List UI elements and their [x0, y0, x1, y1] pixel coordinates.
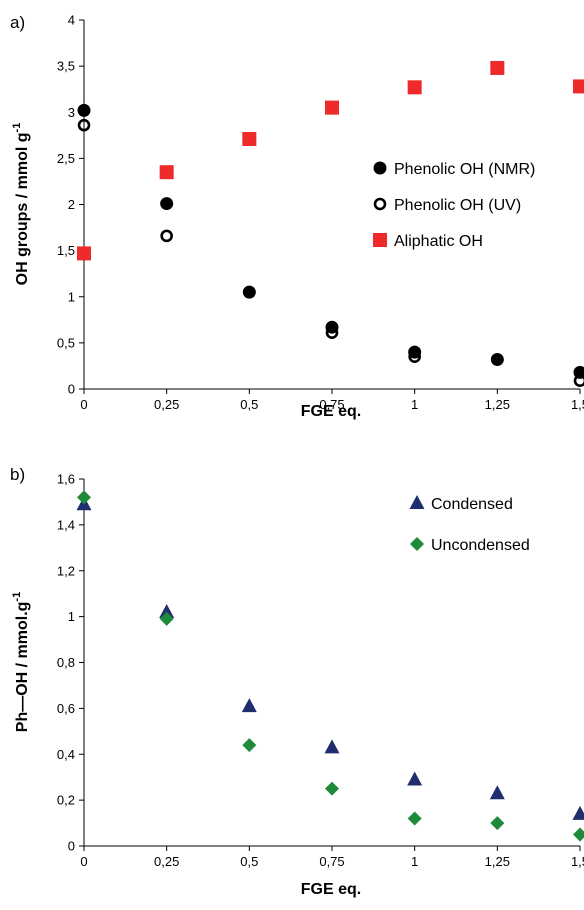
y-tick-label-b: 0,4 — [57, 747, 75, 762]
data-point-a-series-3 — [573, 79, 584, 94]
data-point-b-series-2 — [242, 738, 257, 753]
data-point-a-series-2 — [77, 118, 91, 132]
y-axis-label-b-text: Ph—OH / mmol.g — [14, 602, 31, 733]
x-tick-label-a: 0 — [80, 397, 87, 412]
y-tick-label-b: 1,2 — [57, 563, 75, 578]
y-tick-label-a: 0 — [68, 382, 75, 397]
data-point-a-series-2 — [408, 350, 421, 364]
legend-label-a-series-2: Phenolic OH (UV) — [394, 197, 521, 214]
y-axis-label-a: OH groups / mmol g-1 — [11, 123, 31, 286]
y-tick-label-b: 0,2 — [57, 793, 75, 808]
legend-label-b-series-2: Uncondensed — [431, 537, 530, 554]
y-tick-label-a: 3 — [68, 105, 75, 120]
x-tick-label-a: 1,25 — [485, 397, 510, 412]
x-tick-label-b: 0,25 — [154, 854, 179, 869]
data-point-b-series-2 — [77, 490, 91, 505]
y-tick-label-a: 1,5 — [57, 243, 75, 258]
y-tick-label-b: 1 — [68, 609, 75, 624]
marks-b — [76, 490, 584, 842]
legend-label-a-series-1: Phenolic OH (NMR) — [394, 161, 535, 178]
data-point-a-series-1 — [77, 103, 91, 117]
data-point-a-series-3 — [325, 100, 339, 115]
data-point-b-series-2 — [159, 611, 174, 626]
data-point-b-series-1 — [572, 805, 584, 820]
x-tick-label-a: 0,5 — [240, 397, 258, 412]
x-tick-label-b: 0,75 — [319, 854, 344, 869]
y-tick-label-a: 3,5 — [57, 59, 75, 74]
data-point-a-series-2 — [573, 374, 584, 387]
data-point-b-series-1 — [489, 785, 505, 800]
y-tick-label-a: 2 — [68, 197, 75, 212]
x-tick-label-a: 0,25 — [154, 397, 179, 412]
data-point-b-series-1 — [407, 771, 423, 786]
data-point-b-series-2 — [407, 811, 422, 826]
data-point-b-series-1 — [159, 604, 175, 619]
y-tick-label-b: 0,6 — [57, 701, 75, 716]
y-tick-label-a: 2,5 — [57, 151, 75, 166]
data-point-a-series-3 — [77, 246, 91, 261]
y-tick-label-b: 1,4 — [57, 517, 75, 532]
data-point-a-series-3 — [242, 132, 257, 147]
x-axis-label-b: FGE eq. — [301, 881, 361, 898]
data-point-a-series-3 — [159, 165, 174, 180]
y-tick-label-b: 1,6 — [57, 472, 75, 487]
data-point-b-series-1 — [324, 739, 340, 754]
y-tick-label-b: 0 — [68, 839, 75, 854]
data-point-a-series-1 — [490, 352, 504, 366]
x-tick-label-b: 0,5 — [240, 854, 258, 869]
axes-b: 0 0,2 0,4 0,6 0,8 1 1,2 1,4 1,6 0 0,25 0,5 0,75 1 1,25… — [57, 472, 584, 870]
chart-panel-b: b) 0 0,2 0,4 0,6 0,8 1 1,2 1,4 1,6 0 0,25 0,5 0,75 1 1… — [10, 465, 584, 898]
legend-marker-a-series-2 — [373, 197, 387, 211]
y-tick-label-b: 0,8 — [57, 655, 75, 670]
data-point-b-series-2 — [325, 781, 339, 796]
x-tick-label-b: 0 — [80, 854, 87, 869]
panel-label-a: a) — [10, 13, 25, 32]
chart-panel-a: a) 0 0,5 1 1,5 2 2,5 3 3,5 4 0 0,25 0,5 0,75 1 1,25 1,5… — [10, 13, 584, 420]
x-tick-label-a: 1,5 — [571, 397, 584, 412]
x-tick-label-b: 1,5 — [571, 854, 584, 869]
x-tick-label-b: 1 — [411, 854, 418, 869]
y-axis-label-a-text: OH groups / mmol g — [14, 132, 31, 285]
legend-label-b-series-1: Condensed — [431, 496, 513, 513]
y-tick-label-a: 1 — [68, 289, 75, 304]
y-axis-label-b: Ph—OH / mmol.g-1 — [11, 592, 31, 732]
legend-marker-a-series-3 — [373, 233, 387, 247]
data-point-a-series-3 — [407, 80, 422, 95]
legend-marker-b-series-2 — [410, 537, 424, 551]
data-point-b-series-2 — [490, 816, 505, 831]
x-tick-label-a: 0,75 — [319, 397, 344, 412]
x-axis-label-a: FGE eq. — [301, 403, 361, 420]
data-point-a-series-3 — [490, 60, 505, 75]
y-axis-label-b-sup: -1 — [11, 592, 23, 602]
legend-marker-a-series-1 — [373, 161, 387, 175]
x-tick-label-a: 1 — [411, 397, 418, 412]
y-axis-label-a-sup: -1 — [11, 123, 23, 133]
legend-label-a-series-3: Aliphatic OH — [394, 233, 483, 250]
panel-label-b: b) — [10, 465, 25, 484]
legend-a: Phenolic OH (NMR) Phenolic OH (UV) Aliphat… — [373, 161, 535, 250]
marks-a — [77, 60, 584, 387]
data-point-a-series-2 — [160, 229, 173, 243]
data-point-a-series-1 — [160, 197, 174, 211]
data-point-b-series-1 — [241, 698, 257, 713]
legend-marker-b-series-1 — [409, 495, 425, 509]
legend-b: Condensed Uncondensed — [409, 495, 530, 554]
data-point-a-series-2 — [325, 326, 339, 340]
y-tick-label-a: 0,5 — [57, 335, 75, 350]
y-tick-label-a: 4 — [68, 13, 75, 28]
x-tick-label-b: 1,25 — [485, 854, 510, 869]
data-point-a-series-1 — [242, 285, 256, 299]
data-point-b-series-2 — [573, 827, 584, 842]
axes-a: 0 0,5 1 1,5 2 2,5 3 3,5 4 0 0,25 0,5 0,75 1 1,25 1,5 — [57, 13, 584, 413]
